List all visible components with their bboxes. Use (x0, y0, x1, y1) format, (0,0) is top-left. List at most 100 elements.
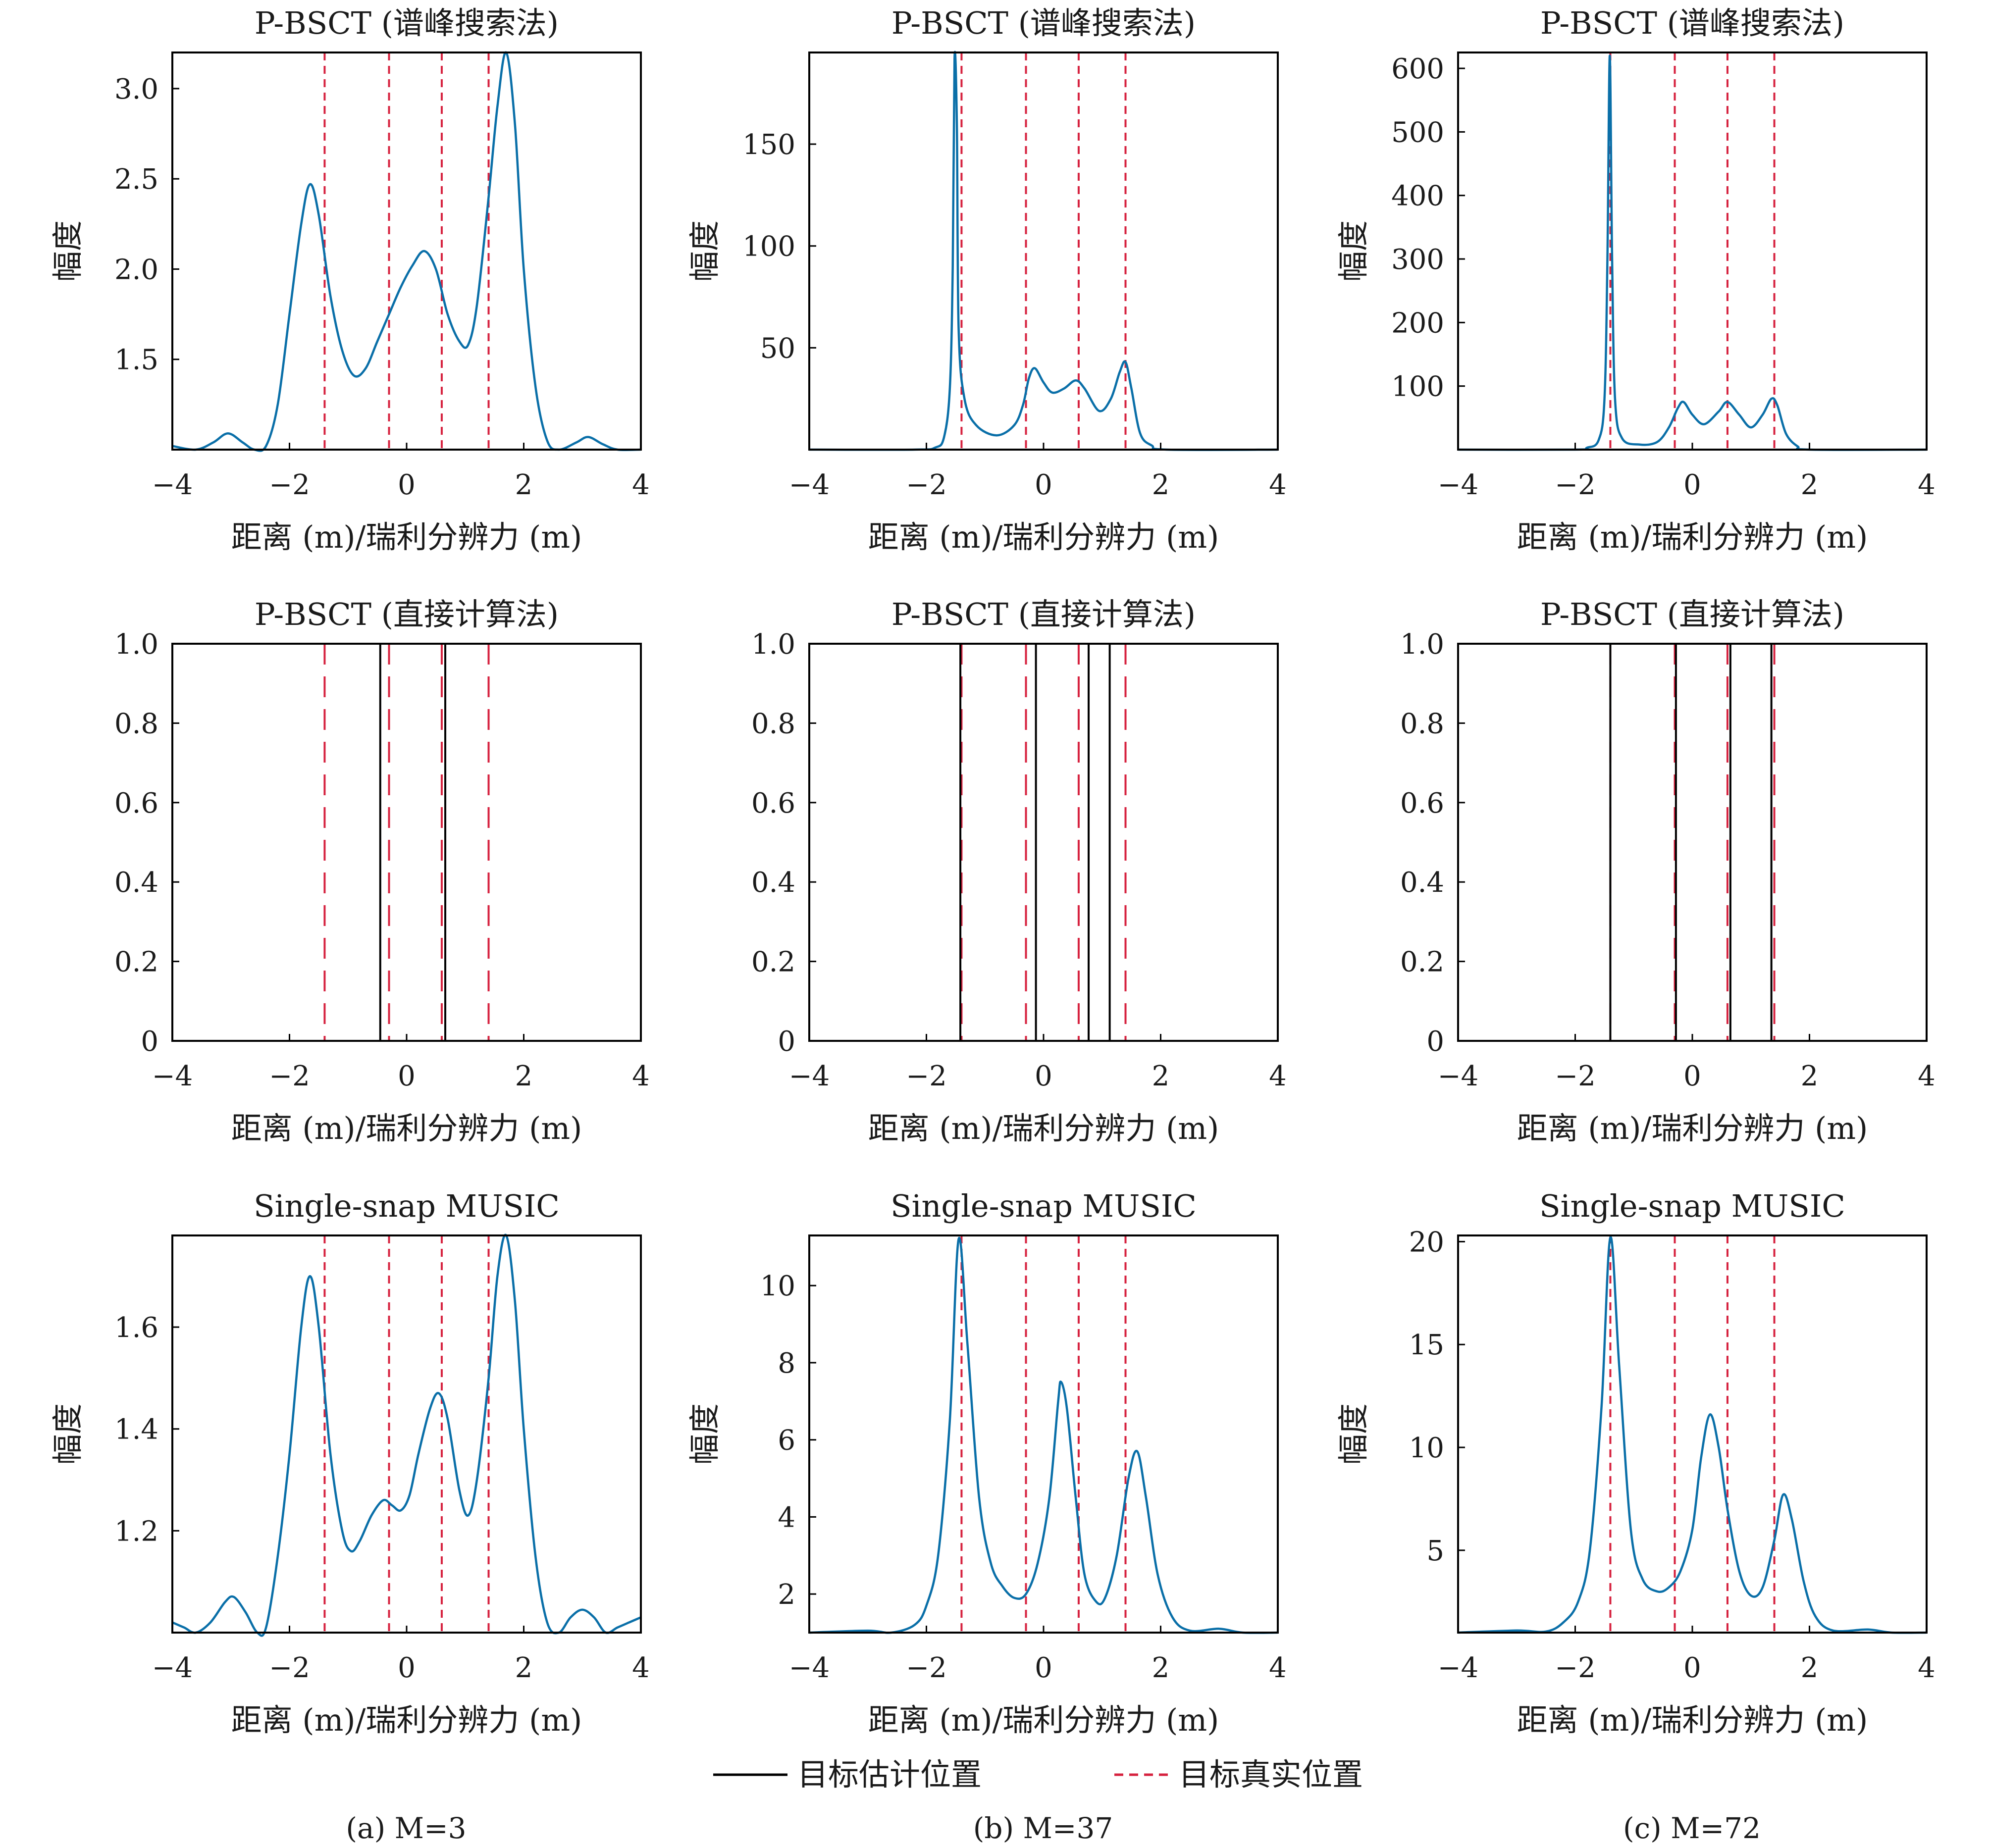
x-tick-label: −4 (789, 1060, 830, 1092)
y-tick-label: 2 (778, 1579, 795, 1611)
x-tick-label: 2 (1801, 1060, 1819, 1092)
chart-title: P-BSCT (谱峰搜索法) (891, 5, 1196, 41)
plot-frame (808, 643, 1279, 1042)
y-tick-label: 1.0 (114, 628, 158, 661)
y-tick-label: 5 (1426, 1535, 1444, 1567)
x-tick-label: −2 (269, 1060, 310, 1092)
x-tick-label: −4 (789, 1652, 830, 1684)
y-axis-label: 幅度 (50, 220, 86, 282)
chart-panel-9: Single-snap MUSIC −4 −2 0 2 4 5 10 15 20 距离 (m)/瑞利… (1335, 1188, 1936, 1738)
x-tick-label: 0 (398, 1060, 416, 1092)
y-tick-label: 4 (778, 1501, 795, 1534)
x-tick-label: 2 (515, 1060, 533, 1092)
y-tick-label: 0.2 (114, 946, 158, 978)
x-tick-label: 0 (1683, 1652, 1701, 1684)
x-tick-label: −4 (1438, 1652, 1479, 1684)
y-tick-label: 150 (742, 129, 795, 161)
caption-c: (c) M=72 (1623, 1811, 1761, 1845)
x-tick-label: 4 (1269, 1060, 1287, 1092)
x-tick-label: 4 (1918, 1652, 1936, 1684)
y-tick-label: 600 (1391, 53, 1444, 85)
y-tick-label: 0.4 (751, 867, 795, 899)
x-tick-label: 2 (515, 469, 533, 501)
x-axis-label: 距离 (m)/瑞利分辨力 (m) (868, 1702, 1219, 1738)
x-axis-label: 距离 (m)/瑞利分辨力 (m) (868, 519, 1219, 555)
x-tick-label: 0 (1035, 1060, 1052, 1092)
caption-a: (a) M=3 (346, 1811, 466, 1845)
x-axis-label: 距离 (m)/瑞利分辨力 (m) (868, 1110, 1219, 1146)
x-tick-label: 2 (1152, 469, 1170, 501)
x-tick-label: −2 (906, 1652, 947, 1684)
legend: 目标估计位置 目标真实位置 (713, 1756, 1363, 1793)
x-tick-label: 4 (632, 1060, 650, 1092)
spectrum-curve (172, 51, 641, 452)
plot-frame (808, 51, 1279, 451)
y-tick-label: 50 (760, 332, 795, 364)
y-tick-label: 20 (1409, 1226, 1444, 1258)
plot-frame (1457, 643, 1928, 1042)
spectrum-curve (1458, 1236, 1927, 1634)
x-axis-label: 距离 (m)/瑞利分辨力 (m) (231, 519, 582, 555)
y-axis-label: 幅度 (1335, 220, 1371, 282)
y-tick-label: 200 (1391, 307, 1444, 339)
x-tick-label: −2 (1555, 1652, 1596, 1684)
y-tick-label: 0.8 (751, 708, 795, 740)
y-tick-label: 2.5 (114, 163, 158, 196)
chart-title: Single-snap MUSIC (254, 1188, 560, 1224)
chart-title: P-BSCT (直接计算法) (1540, 596, 1844, 632)
plot-frame (1457, 1234, 1928, 1634)
x-tick-label: 0 (1035, 1652, 1052, 1684)
x-tick-label: −2 (269, 469, 310, 501)
chart-title: Single-snap MUSIC (1539, 1188, 1845, 1224)
x-tick-label: 0 (398, 469, 416, 501)
spectrum-curve (1458, 54, 1927, 451)
x-tick-label: 0 (1035, 469, 1052, 501)
x-tick-label: 2 (1801, 469, 1819, 501)
y-tick-label: 0.8 (1400, 708, 1444, 740)
y-axis-label: 幅度 (686, 220, 723, 282)
x-tick-label: 4 (632, 1652, 650, 1684)
x-tick-label: 2 (515, 1652, 533, 1684)
x-tick-label: −4 (152, 1060, 193, 1092)
x-tick-label: 4 (1269, 1652, 1287, 1684)
y-tick-label: 8 (778, 1347, 795, 1380)
y-tick-label: 1.0 (751, 628, 795, 661)
plot-frame (171, 643, 642, 1042)
y-tick-label: 1.5 (114, 344, 158, 376)
x-axis-label: 距离 (m)/瑞利分辨力 (m) (1517, 519, 1868, 555)
y-tick-label: 0.2 (1400, 946, 1444, 978)
y-tick-label: 10 (1409, 1432, 1444, 1464)
caption-b: (b) M=37 (973, 1811, 1113, 1845)
spectrum-curve (809, 1236, 1278, 1634)
y-tick-label: 300 (1391, 244, 1444, 276)
captions: (a) M=3 (b) M=37 (c) M=72 (346, 1811, 1761, 1845)
y-tick-label: 1.6 (114, 1312, 158, 1344)
x-tick-label: 2 (1152, 1060, 1170, 1092)
y-tick-label: 0.4 (114, 867, 158, 899)
chart-title: Single-snap MUSIC (890, 1188, 1197, 1224)
x-tick-label: 0 (1683, 1060, 1701, 1092)
y-tick-label: 0.6 (751, 787, 795, 820)
x-axis-label: 距离 (m)/瑞利分辨力 (m) (1517, 1702, 1868, 1738)
x-tick-label: 4 (632, 469, 650, 501)
x-tick-label: 2 (1801, 1652, 1819, 1684)
x-tick-label: −2 (1555, 469, 1596, 501)
chart-title: P-BSCT (直接计算法) (255, 596, 559, 632)
y-tick-label: 400 (1391, 180, 1444, 212)
plot-frame (808, 1234, 1279, 1634)
x-tick-label: −2 (906, 1060, 947, 1092)
chart-panel-4: P-BSCT (直接计算法) −4 −2 0 2 4 0 0.2 0.4 0.6 0.8 1.0 距离 … (114, 596, 650, 1146)
y-axis-label: 幅度 (1335, 1403, 1371, 1465)
x-tick-label: 4 (1918, 469, 1936, 501)
y-tick-label: 0 (141, 1026, 158, 1058)
x-tick-label: 2 (1152, 1652, 1170, 1684)
x-tick-label: 4 (1918, 1060, 1936, 1092)
x-tick-label: −2 (1555, 1060, 1596, 1092)
chart-title: P-BSCT (谱峰搜索法) (1540, 5, 1844, 41)
spectrum-curve (809, 51, 1278, 451)
y-tick-label: 0.4 (1400, 867, 1444, 899)
x-tick-label: −2 (269, 1652, 310, 1684)
x-tick-label: 0 (1683, 469, 1701, 501)
x-axis-label: 距离 (m)/瑞利分辨力 (m) (231, 1702, 582, 1738)
